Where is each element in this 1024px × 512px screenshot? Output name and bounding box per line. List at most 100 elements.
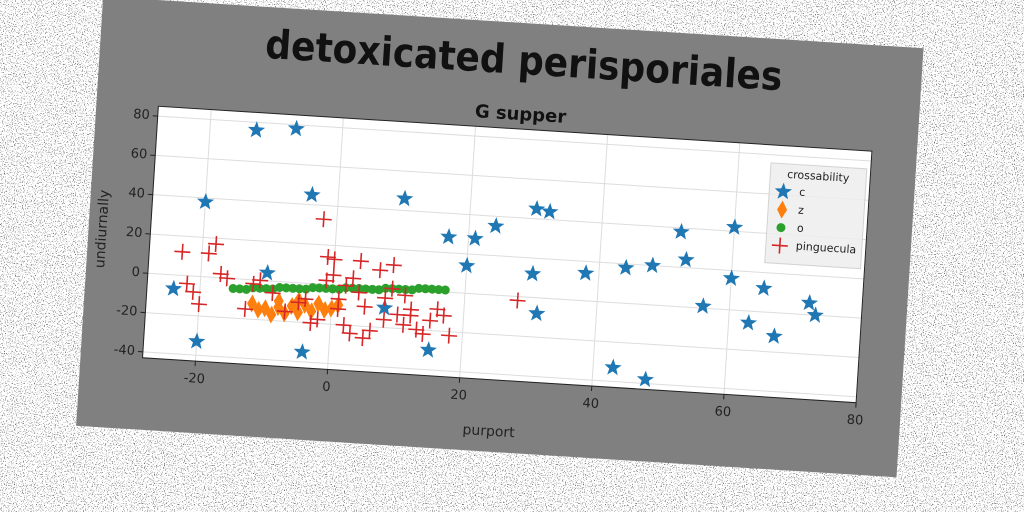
point bbox=[212, 265, 229, 282]
point bbox=[260, 299, 271, 318]
point bbox=[361, 284, 371, 294]
point bbox=[487, 217, 505, 234]
point bbox=[440, 227, 458, 245]
point bbox=[258, 263, 276, 281]
point bbox=[352, 253, 369, 270]
point bbox=[329, 300, 347, 317]
point bbox=[407, 285, 417, 295]
point bbox=[396, 189, 414, 207]
point bbox=[237, 300, 254, 318]
point bbox=[241, 284, 251, 294]
point bbox=[722, 269, 741, 286]
point bbox=[261, 284, 271, 294]
x-axis-label: purport bbox=[462, 422, 516, 441]
point bbox=[345, 270, 362, 287]
point bbox=[292, 303, 303, 322]
point bbox=[247, 121, 266, 138]
x-tick-label: -20 bbox=[183, 371, 205, 387]
point bbox=[740, 313, 758, 331]
point bbox=[281, 283, 291, 293]
legend-marker bbox=[774, 182, 792, 200]
point bbox=[252, 272, 269, 289]
point bbox=[466, 229, 484, 247]
point bbox=[266, 305, 277, 324]
point bbox=[376, 298, 394, 316]
point bbox=[185, 283, 202, 300]
y-tick-label: -40 bbox=[113, 343, 135, 359]
point bbox=[290, 294, 307, 311]
point bbox=[219, 270, 236, 287]
point bbox=[228, 284, 238, 294]
point bbox=[414, 325, 431, 342]
grid-line bbox=[155, 154, 869, 201]
point bbox=[541, 202, 559, 220]
point bbox=[293, 343, 311, 360]
point bbox=[420, 284, 430, 294]
point bbox=[361, 322, 378, 339]
point bbox=[334, 284, 344, 294]
grid-line bbox=[157, 115, 872, 162]
point bbox=[319, 301, 330, 320]
point bbox=[302, 314, 319, 332]
point bbox=[800, 294, 819, 311]
point bbox=[356, 298, 373, 315]
legend-label: z bbox=[798, 204, 805, 217]
legend-marker bbox=[777, 200, 788, 219]
point bbox=[509, 292, 526, 309]
legend-marker bbox=[776, 223, 786, 233]
point bbox=[604, 358, 622, 376]
point bbox=[617, 258, 635, 276]
y-tick-label: 40 bbox=[128, 186, 145, 202]
point bbox=[200, 245, 217, 262]
point bbox=[385, 257, 402, 274]
grid-line bbox=[591, 134, 609, 387]
point bbox=[765, 327, 783, 344]
point bbox=[326, 251, 343, 268]
point bbox=[636, 370, 655, 388]
point bbox=[301, 284, 311, 294]
point bbox=[235, 284, 245, 294]
point bbox=[287, 119, 305, 137]
point bbox=[275, 282, 285, 292]
grid-line bbox=[152, 194, 867, 241]
point bbox=[315, 211, 332, 228]
point bbox=[440, 285, 450, 295]
point bbox=[325, 267, 342, 284]
point bbox=[375, 311, 392, 328]
point bbox=[427, 284, 437, 294]
legend-label: pinguecula bbox=[795, 240, 856, 257]
point bbox=[165, 279, 183, 297]
point bbox=[354, 330, 371, 347]
point bbox=[435, 307, 452, 324]
point bbox=[395, 316, 412, 333]
point bbox=[174, 243, 191, 260]
point bbox=[190, 296, 208, 313]
y-tick-label: 20 bbox=[125, 225, 142, 241]
point bbox=[309, 311, 326, 328]
point bbox=[402, 307, 419, 324]
point bbox=[197, 192, 215, 210]
point bbox=[288, 283, 298, 293]
point bbox=[694, 297, 712, 314]
point bbox=[458, 256, 476, 274]
point bbox=[306, 302, 317, 321]
y-tick-label: 60 bbox=[130, 146, 147, 162]
y-tick-label: 0 bbox=[131, 265, 140, 280]
point bbox=[806, 306, 824, 323]
x-tick-label: 0 bbox=[322, 380, 331, 395]
point bbox=[726, 218, 744, 235]
x-tick-label: 20 bbox=[450, 388, 467, 404]
point bbox=[367, 284, 377, 294]
legend-marker bbox=[771, 237, 788, 254]
point bbox=[419, 341, 437, 358]
point bbox=[303, 185, 321, 203]
x-tick-label: 60 bbox=[714, 404, 731, 420]
point bbox=[441, 327, 458, 344]
point bbox=[335, 317, 352, 334]
point bbox=[178, 275, 196, 292]
point bbox=[328, 284, 338, 294]
y-tick-label: 80 bbox=[133, 107, 150, 123]
point bbox=[308, 283, 318, 293]
